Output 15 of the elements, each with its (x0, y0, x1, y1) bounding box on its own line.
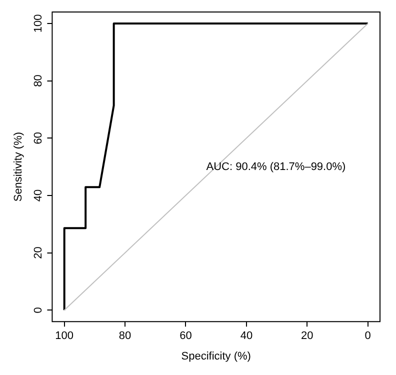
y-tick-label: 80 (32, 74, 45, 87)
x-tick-label: 60 (180, 330, 192, 342)
x-tick-label: 80 (118, 330, 132, 342)
y-tick-label: 40 (32, 189, 45, 202)
y-tick-label: 20 (32, 246, 45, 259)
y-tick-label: 0 (32, 307, 45, 314)
x-tick-label: 20 (301, 330, 314, 342)
x-tick-label: 100 (55, 330, 74, 342)
y-axis-title: Sensitivity (%) (12, 132, 25, 202)
x-tick-label: 0 (364, 330, 371, 342)
y-tick-label: 60 (32, 132, 45, 144)
annotation: AUC: 90.4% (81.7%–99.0%) (206, 160, 346, 173)
x-tick-label: 40 (240, 330, 253, 342)
x-axis-title: Specificity (%) (181, 350, 251, 362)
y-tick-label: 100 (32, 14, 45, 33)
